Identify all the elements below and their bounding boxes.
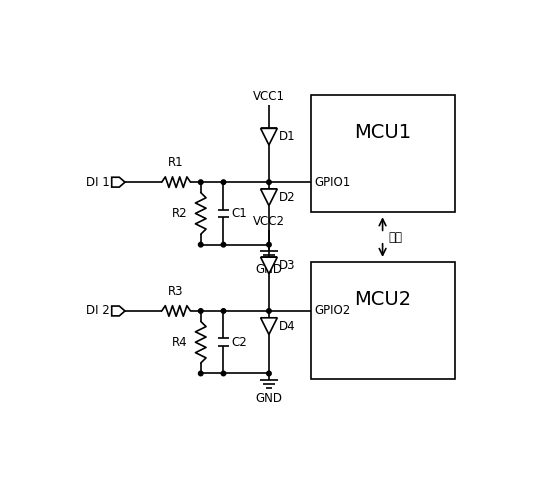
Text: R1: R1 bbox=[169, 156, 184, 169]
Text: R4: R4 bbox=[172, 336, 187, 349]
Text: DI 1: DI 1 bbox=[86, 176, 110, 188]
Text: D3: D3 bbox=[278, 259, 295, 272]
Polygon shape bbox=[261, 257, 277, 274]
Text: C1: C1 bbox=[231, 207, 247, 220]
Polygon shape bbox=[112, 177, 125, 187]
Bar bbox=[311, 262, 455, 379]
Text: D4: D4 bbox=[278, 320, 295, 333]
Circle shape bbox=[221, 371, 226, 376]
Text: DI 2: DI 2 bbox=[86, 305, 110, 317]
Circle shape bbox=[199, 180, 203, 184]
Circle shape bbox=[221, 308, 226, 313]
Text: D2: D2 bbox=[278, 191, 295, 204]
Text: GND: GND bbox=[256, 263, 282, 276]
Text: C2: C2 bbox=[231, 336, 247, 349]
Text: VCC2: VCC2 bbox=[253, 215, 285, 228]
Circle shape bbox=[267, 371, 271, 376]
Text: R2: R2 bbox=[172, 207, 187, 220]
Circle shape bbox=[199, 371, 203, 376]
Text: VCC1: VCC1 bbox=[253, 90, 285, 103]
Text: D1: D1 bbox=[278, 130, 295, 143]
Polygon shape bbox=[261, 318, 277, 335]
Polygon shape bbox=[261, 128, 277, 145]
Circle shape bbox=[267, 243, 271, 247]
Circle shape bbox=[221, 243, 226, 247]
Circle shape bbox=[199, 243, 203, 247]
Circle shape bbox=[267, 308, 271, 313]
Text: GPIO1: GPIO1 bbox=[314, 176, 350, 188]
Text: MCU2: MCU2 bbox=[354, 290, 411, 309]
Text: GPIO2: GPIO2 bbox=[314, 305, 350, 317]
Text: MCU1: MCU1 bbox=[354, 123, 411, 142]
Circle shape bbox=[267, 180, 271, 184]
Text: R3: R3 bbox=[169, 285, 184, 298]
Circle shape bbox=[221, 180, 226, 184]
Text: 通讯: 通讯 bbox=[388, 231, 402, 244]
Circle shape bbox=[199, 308, 203, 313]
Bar bbox=[311, 95, 455, 213]
Polygon shape bbox=[112, 306, 125, 316]
Text: GND: GND bbox=[256, 392, 282, 404]
Polygon shape bbox=[261, 189, 277, 206]
